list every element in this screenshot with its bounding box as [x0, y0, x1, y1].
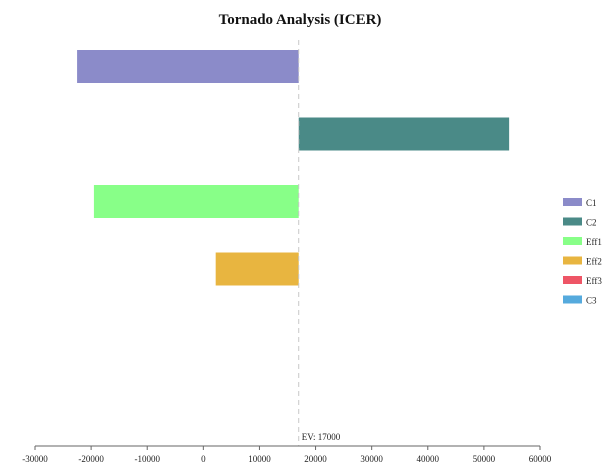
x-tick-label: 10000: [248, 454, 271, 464]
legend-label-eff1: Eff1: [586, 237, 602, 247]
legend-label-eff2: Eff2: [586, 257, 602, 267]
x-axis: -30000 -20000 -10000 0 10000 20000 30000 40000 5…: [22, 445, 552, 464]
x-tick-label: 40000: [417, 454, 440, 464]
legend-swatch-c1: [563, 198, 582, 206]
legend-label-c2: C2: [586, 218, 597, 228]
legend-swatch-c2: [563, 217, 582, 226]
baseline-layer: EV: 17000: [298, 40, 341, 446]
x-tick-label: 50000: [473, 454, 496, 464]
x-tick-label: -20000: [78, 454, 104, 464]
legend-label-c1: C1: [586, 198, 597, 208]
legend-swatch-c3: [563, 295, 582, 304]
x-tick-label: -30000: [22, 454, 48, 464]
legend-swatch-eff1: [563, 237, 582, 245]
x-tick-label: 20000: [304, 454, 327, 464]
bar-c2: [298, 117, 510, 151]
legend-swatch-eff2: [563, 256, 582, 265]
baseline-label: EV: 17000: [302, 432, 341, 442]
bar-eff2: [215, 252, 299, 286]
x-tick-label: 60000: [529, 454, 552, 464]
x-tick-label: 30000: [360, 454, 383, 464]
chart-title: Tornado Analysis (ICER): [219, 12, 382, 28]
bar-c1: [77, 50, 299, 83]
x-tick-label: -10000: [134, 454, 160, 464]
bars-layer: [77, 50, 510, 286]
legend-swatch-eff3: [563, 276, 582, 284]
legend: C1 C2 Eff1 Eff2 Eff3 C3: [563, 198, 602, 306]
bar-eff1: [93, 185, 299, 218]
legend-label-eff3: Eff3: [586, 276, 602, 286]
legend-label-c3: C3: [586, 296, 597, 306]
x-tick-label: 0: [201, 454, 206, 464]
